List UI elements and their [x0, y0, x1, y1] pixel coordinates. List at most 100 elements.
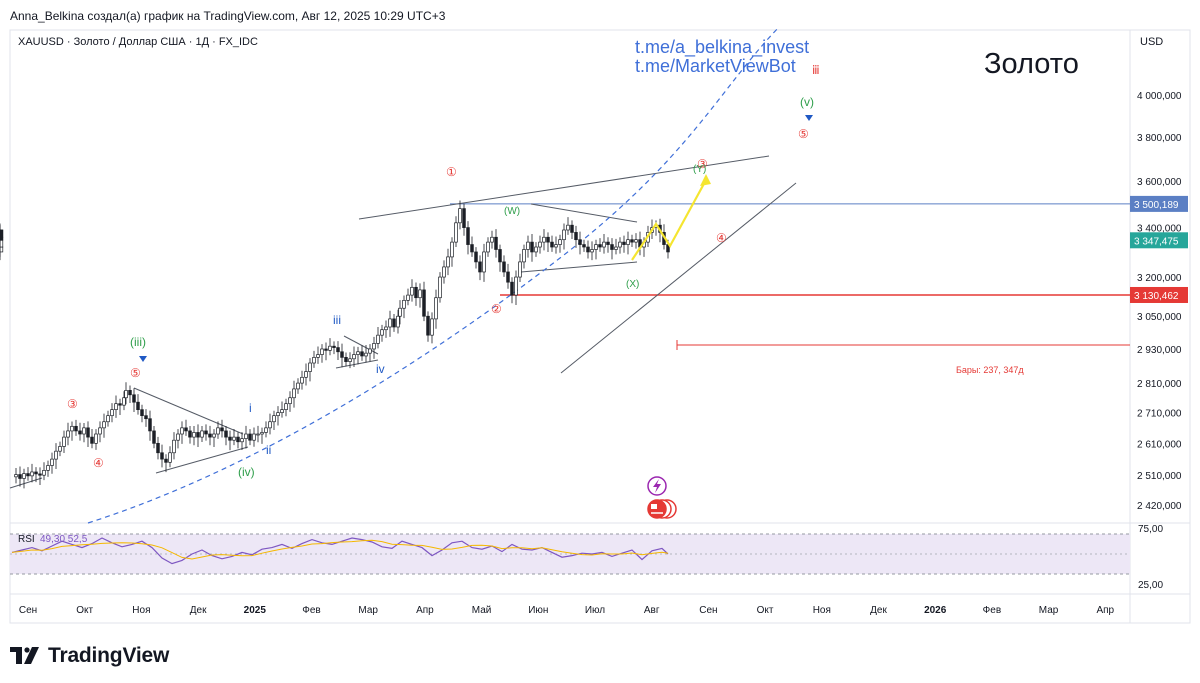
candle-body	[94, 433, 98, 444]
wave-label-1: ①	[446, 165, 457, 179]
candle-body	[90, 436, 94, 444]
wave-labels: ① ② ③ ④ ⑤ ③ ④ ⑤ ⅲ (iii) (iv) (v) (W) (X)…	[67, 63, 820, 479]
candle-body	[280, 409, 284, 414]
us-flag-icon[interactable]	[647, 499, 677, 519]
wave-label-iii-green: (iii)	[130, 335, 146, 349]
candle-body	[614, 246, 618, 250]
candle-body	[324, 348, 328, 351]
lightning-icon[interactable]	[647, 476, 667, 496]
candle-body	[26, 473, 30, 477]
candle-body	[176, 433, 180, 441]
candle-body	[54, 450, 58, 460]
candle-body	[526, 241, 530, 250]
candle-body	[70, 425, 74, 432]
time-axis-label: Окт	[76, 605, 93, 616]
candle-body	[148, 418, 152, 432]
price-tick-label: 2 420,000	[1137, 501, 1182, 512]
last-price-badge	[1130, 232, 1188, 249]
candle-body	[164, 458, 168, 463]
time-axis-label: 2026	[924, 605, 947, 616]
wave-label-ii-blue: ii	[266, 443, 271, 457]
price-tick-label: 4 000,000	[1137, 91, 1182, 102]
candle-body	[156, 442, 160, 454]
candle-body	[284, 403, 288, 411]
candle-body	[398, 307, 402, 317]
candle-body	[530, 241, 534, 253]
price-tick-label: 2 930,000	[1137, 345, 1182, 356]
candle-body	[566, 224, 570, 231]
price-tick-label: 3 800,000	[1137, 133, 1182, 144]
rsi-label[interactable]: RSI	[18, 534, 35, 545]
time-axis-label: Апр	[1096, 605, 1114, 616]
candle-body	[458, 208, 462, 224]
currency-label[interactable]: USD	[1140, 36, 1163, 48]
candle-body	[34, 471, 38, 475]
brand-logo[interactable]: TradingView	[10, 643, 169, 669]
arrow-down-iii	[139, 356, 147, 362]
candle-body	[546, 236, 550, 243]
candle-body	[426, 315, 430, 336]
candle-body	[344, 357, 348, 362]
candle-body	[414, 286, 418, 299]
candle-body	[22, 473, 26, 479]
wedge-top-line	[133, 387, 244, 435]
candle-body	[388, 318, 392, 328]
candle-body	[140, 409, 144, 417]
wave-label-3-left: ③	[67, 397, 78, 411]
candle-body	[244, 433, 248, 440]
telegram-link-1[interactable]: t.me/a_belkina_invest	[635, 37, 809, 58]
triangle-top-line	[530, 203, 638, 223]
candle-body	[14, 474, 18, 478]
candle-body	[38, 473, 42, 476]
candle-body	[470, 244, 474, 253]
time-axis-label: Ноя	[132, 605, 150, 616]
candle-body	[212, 433, 216, 438]
time-axis-label: Дек	[190, 605, 207, 616]
candle-body	[534, 246, 538, 253]
candle-body	[320, 348, 324, 355]
candle-body	[352, 354, 356, 360]
candle-body	[66, 430, 70, 438]
candle-body	[406, 294, 410, 301]
projection-path	[631, 179, 707, 261]
candle-body	[542, 236, 546, 243]
candle-body	[410, 286, 414, 296]
time-axis-label: Июн	[528, 605, 548, 616]
candle-body	[598, 244, 602, 248]
candle-body	[368, 348, 372, 354]
range-note: Бары: 237, 347д	[956, 365, 1024, 375]
candle-body	[204, 430, 208, 435]
candle-body	[606, 241, 610, 245]
candle-body	[288, 397, 292, 405]
candle-body	[18, 474, 22, 479]
candle-body	[42, 469, 46, 476]
time-axis-label: Май	[472, 605, 492, 616]
time-axis-label: Мар	[1039, 605, 1059, 616]
candle-body	[152, 430, 156, 444]
dashed-curve	[87, 25, 781, 524]
candle-body	[570, 224, 574, 233]
candle-body	[228, 436, 232, 441]
telegram-link-2[interactable]: t.me/MarketViewBot	[635, 56, 796, 76]
chart-area[interactable]: XAUUSD · Золото / Доллар США · 1Д · FX_I…	[0, 25, 1200, 628]
candle-body	[304, 371, 308, 378]
price-tick-label: 3 050,000	[1137, 312, 1182, 323]
candle-body	[522, 249, 526, 263]
time-axis-label: Сен	[19, 605, 37, 616]
candle-body	[272, 415, 276, 423]
candle-body	[474, 251, 478, 263]
candle-body	[396, 315, 400, 328]
price-tick-label: 2 810,000	[1137, 379, 1182, 390]
candle-body	[438, 276, 442, 299]
candle-body	[236, 436, 240, 443]
candle-body	[114, 403, 118, 411]
candle-body	[124, 390, 128, 399]
candle-body	[348, 358, 352, 362]
candle-body	[550, 241, 554, 248]
price-tick-label: 2 610,000	[1137, 439, 1182, 450]
candle-body	[336, 347, 340, 353]
candle-body	[260, 432, 264, 435]
price-chart-svg[interactable]: XAUUSD · Золото / Доллар США · 1Д · FX_I…	[0, 25, 1200, 628]
candle-body	[376, 334, 380, 344]
candle-body	[248, 433, 252, 441]
